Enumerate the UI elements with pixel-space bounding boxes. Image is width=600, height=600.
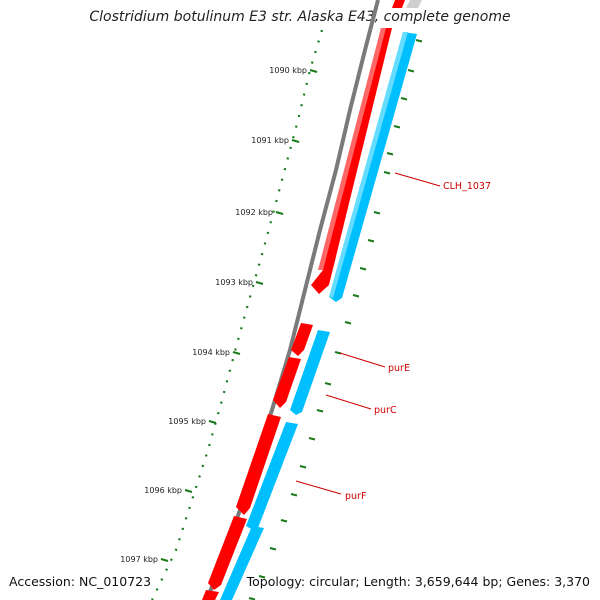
outer-tick-dash (359, 267, 367, 271)
ruler-dotted-track (151, 29, 324, 600)
outer-tick-dash (248, 597, 256, 600)
outer-tick-dash (344, 321, 352, 325)
faded-gene-partial (406, 0, 422, 8)
outer-tick-dash (258, 575, 266, 579)
ruler-major-tick (208, 420, 217, 424)
gene-label-purf: purF (345, 491, 366, 502)
ruler-major-tick (232, 351, 241, 355)
ruler-major-tick (275, 211, 284, 215)
map-title: Clostridium botulinum E3 str. Alaska E43… (89, 9, 511, 25)
ruler-kbp-label: 1095 kbp (168, 417, 206, 426)
gene-label-purc: purC (374, 405, 397, 416)
outer-tick-dash (373, 211, 381, 215)
leader-line-purf (295, 480, 342, 495)
ruler-kbp-label: 1091 kbp (251, 136, 289, 145)
ruler-kbp-label: 1094 kbp (192, 348, 230, 357)
outer-tick-dash (308, 437, 316, 441)
outer-tick-dash (280, 519, 288, 523)
outer-tick-dash (383, 171, 391, 175)
outer-tick-dash (290, 493, 298, 497)
forward-gene-clh1037 (311, 28, 392, 294)
reverse-gene-5 (220, 526, 264, 600)
leader-line-pure (339, 352, 386, 368)
forward-gene-5 (208, 516, 247, 590)
gene-labels: CLH_1037 purE purC purF (295, 172, 491, 502)
gene-label-clh1037: CLH_1037 (443, 181, 491, 192)
ruler-major-tick (309, 69, 318, 73)
leader-line-clh1037 (394, 172, 441, 187)
reverse-gene-pure (290, 330, 330, 415)
forward-gene-purf (236, 414, 281, 515)
outer-tick-dash (269, 547, 277, 551)
ruler-major-tick (184, 489, 193, 493)
reverse-gene-purc (246, 422, 298, 530)
outer-tick-dash (415, 39, 423, 43)
outer-tick-dash (299, 465, 307, 469)
ruler-kbp-label: 1090 kbp (269, 66, 307, 75)
outer-tick-dash (407, 69, 415, 73)
outer-tick-dash (367, 239, 375, 243)
reverse-strand-genes (220, 32, 417, 600)
outer-tick-dash (393, 125, 401, 129)
ruler-major-tick (160, 558, 169, 562)
topology-text: Topology: circular; Length: 3,659,644 bp… (246, 574, 590, 589)
leader-line-purc (325, 394, 372, 410)
genome-backbone (205, 0, 380, 600)
outer-tick-dash (386, 152, 394, 156)
forward-gene-purc (273, 357, 301, 408)
forward-gene-partial (392, 0, 405, 8)
reverse-gene-clh1037 (329, 32, 417, 302)
outer-tick-dashes (248, 39, 423, 600)
ruler-major-tick (255, 281, 264, 285)
ruler-kbp-label: 1093 kbp (215, 278, 253, 287)
ruler-kbp-label: 1097 kbp (120, 555, 158, 564)
ruler-kbp-label: 1096 kbp (144, 486, 182, 495)
ruler-major-tick (291, 139, 300, 143)
ruler-kbp-label: 1092 kbp (235, 208, 273, 217)
accession-text: Accession: NC_010723 (9, 574, 152, 589)
outer-tick-dash (324, 382, 332, 386)
outer-tick-dash (316, 409, 324, 413)
ruler-labels: 1090 kbp 1091 kbp 1092 kbp 1093 kbp 1094 kbp… (120, 66, 307, 564)
forward-strand-genes (202, 28, 392, 600)
gene-label-pure: purE (388, 363, 410, 374)
ruler-ticks (160, 69, 318, 562)
outer-tick-dash (352, 294, 360, 298)
forward-gene-6 (202, 590, 219, 600)
outer-tick-dash (400, 97, 408, 101)
forward-gene-pure (291, 323, 313, 356)
